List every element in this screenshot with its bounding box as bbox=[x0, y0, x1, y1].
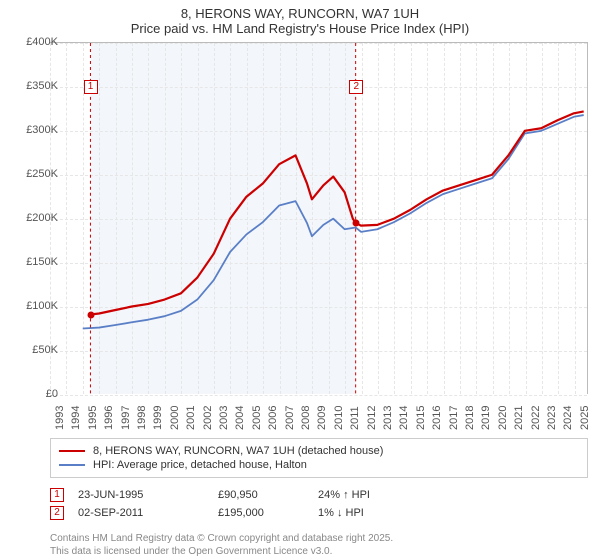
transaction-row: 2 02-SEP-2011£195,0001% ↓ HPI bbox=[50, 506, 588, 520]
x-tick-label: 2007 bbox=[284, 406, 296, 430]
x-tick-label: 1993 bbox=[54, 406, 66, 430]
transaction-marker: 2 bbox=[50, 506, 64, 520]
legend-label: HPI: Average price, detached house, Halt… bbox=[93, 459, 307, 471]
x-tick-label: 2017 bbox=[448, 406, 460, 430]
plot-area: 12 bbox=[50, 42, 588, 394]
y-tick-label: £350K bbox=[26, 80, 58, 92]
x-tick-label: 2005 bbox=[251, 406, 263, 430]
transaction-row: 1 23-JUN-1995£90,95024% ↑ HPI bbox=[50, 488, 588, 502]
y-tick-label: £300K bbox=[26, 124, 58, 136]
price-dot bbox=[353, 220, 360, 227]
x-tick-label: 2000 bbox=[169, 406, 181, 430]
x-tick-label: 2020 bbox=[497, 406, 509, 430]
x-tick-label: 2018 bbox=[464, 406, 476, 430]
x-tick-label: 2024 bbox=[562, 406, 574, 430]
legend-label: 8, HERONS WAY, RUNCORN, WA7 1UH (detache… bbox=[93, 445, 383, 457]
x-tick-label: 2004 bbox=[234, 406, 246, 430]
transaction-marker: 1 bbox=[50, 488, 64, 502]
y-tick-label: £150K bbox=[26, 256, 58, 268]
title-block: 8, HERONS WAY, RUNCORN, WA7 1UH Price pa… bbox=[0, 0, 600, 36]
transaction-price: £195,000 bbox=[218, 507, 318, 519]
x-tick-label: 2023 bbox=[546, 406, 558, 430]
line-chart bbox=[50, 43, 587, 394]
legend-swatch bbox=[59, 464, 85, 466]
transaction-table: 1 23-JUN-1995£90,95024% ↑ HPI 2 02-SEP-2011… bbox=[50, 484, 588, 524]
series-line bbox=[83, 115, 584, 328]
y-tick-label: £50K bbox=[32, 344, 58, 356]
price-dot bbox=[87, 311, 94, 318]
legend-item: 8, HERONS WAY, RUNCORN, WA7 1UH (detache… bbox=[59, 445, 579, 457]
x-tick-label: 1998 bbox=[136, 406, 148, 430]
title-subtitle: Price paid vs. HM Land Registry's House … bbox=[0, 21, 600, 36]
x-tick-label: 1995 bbox=[87, 406, 99, 430]
x-tick-label: 1996 bbox=[103, 406, 115, 430]
sale-marker: 2 bbox=[349, 80, 363, 94]
y-tick-label: £200K bbox=[26, 212, 58, 224]
x-tick-label: 2001 bbox=[185, 406, 197, 430]
x-tick-label: 2008 bbox=[300, 406, 312, 430]
y-tick-label: £100K bbox=[26, 300, 58, 312]
x-tick-label: 2002 bbox=[202, 406, 214, 430]
transaction-pct: 24% ↑ HPI bbox=[318, 489, 438, 501]
transaction-price: £90,950 bbox=[218, 489, 318, 501]
x-tick-label: 1994 bbox=[70, 406, 82, 430]
x-tick-label: 2003 bbox=[218, 406, 230, 430]
x-tick-label: 2011 bbox=[349, 406, 361, 430]
x-tick-label: 2025 bbox=[579, 406, 591, 430]
x-tick-label: 2014 bbox=[398, 406, 410, 430]
y-tick-label: £250K bbox=[26, 168, 58, 180]
legend-item: HPI: Average price, detached house, Halt… bbox=[59, 459, 579, 471]
transaction-date: 02-SEP-2011 bbox=[78, 507, 218, 519]
x-tick-label: 2019 bbox=[480, 406, 492, 430]
x-tick-label: 2015 bbox=[415, 406, 427, 430]
x-tick-label: 2022 bbox=[530, 406, 542, 430]
x-tick-label: 2012 bbox=[366, 406, 378, 430]
transaction-date: 23-JUN-1995 bbox=[78, 489, 218, 501]
x-tick-label: 2006 bbox=[267, 406, 279, 430]
legend: 8, HERONS WAY, RUNCORN, WA7 1UH (detache… bbox=[50, 438, 588, 478]
transaction-pct: 1% ↓ HPI bbox=[318, 507, 438, 519]
legend-swatch bbox=[59, 450, 85, 452]
series-line bbox=[90, 111, 583, 314]
x-tick-label: 2009 bbox=[316, 406, 328, 430]
x-tick-label: 1999 bbox=[152, 406, 164, 430]
x-tick-label: 2013 bbox=[382, 406, 394, 430]
chart-container: 8, HERONS WAY, RUNCORN, WA7 1UH Price pa… bbox=[0, 0, 600, 560]
attribution-line-2: This data is licensed under the Open Gov… bbox=[50, 546, 393, 559]
attribution: Contains HM Land Registry data © Crown c… bbox=[50, 533, 393, 558]
sale-marker: 1 bbox=[84, 80, 98, 94]
x-tick-label: 1997 bbox=[120, 406, 132, 430]
title-address: 8, HERONS WAY, RUNCORN, WA7 1UH bbox=[0, 6, 600, 21]
attribution-line-1: Contains HM Land Registry data © Crown c… bbox=[50, 533, 393, 546]
x-tick-label: 2010 bbox=[333, 406, 345, 430]
y-tick-label: £0 bbox=[46, 388, 58, 400]
y-tick-label: £400K bbox=[26, 36, 58, 48]
x-tick-label: 2016 bbox=[431, 406, 443, 430]
x-tick-label: 2021 bbox=[513, 406, 525, 430]
